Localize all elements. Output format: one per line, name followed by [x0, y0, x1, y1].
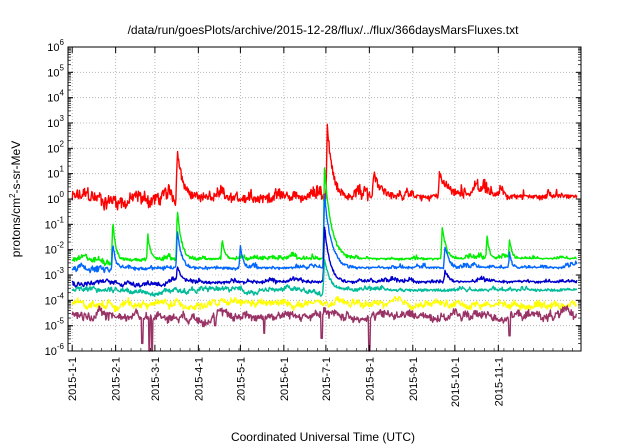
axis-ticks: 10-610-510-410-310-210-11001011021031041…: [45, 38, 581, 407]
y-tick-exponent: -3: [57, 266, 65, 275]
y-tick-base: 10: [45, 219, 57, 231]
y-tick-exponent: 1: [60, 165, 65, 174]
x-tick-label: 2015-6-1: [279, 357, 291, 401]
y-tick-base: 10: [47, 93, 59, 105]
y-tick-base: 10: [45, 295, 57, 307]
y-tick-label: 105: [47, 63, 64, 79]
x-tick-label: 2015-4-1: [193, 357, 205, 401]
x-tick-label: 2015-10-1: [450, 357, 462, 407]
y-tick-exponent: -2: [57, 241, 65, 250]
y-axis-label-base: protons/cm: [9, 198, 23, 257]
y-axis-label-rest: -s-sr-MeV: [9, 141, 23, 194]
x-tick-label: 2015-9-1: [408, 357, 420, 401]
y-tick-exponent: 6: [60, 38, 65, 47]
y-tick-base: 10: [45, 346, 57, 358]
x-tick-label: 2015-8-1: [364, 357, 376, 401]
y-tick-base: 10: [47, 67, 59, 79]
y-tick-exponent: 0: [60, 190, 65, 199]
y-tick-base: 10: [47, 143, 59, 155]
y-tick-base: 10: [47, 169, 59, 181]
y-tick-label: 104: [47, 89, 64, 105]
y-tick-label: 103: [47, 114, 64, 130]
y-tick-exponent: -6: [57, 342, 65, 351]
x-tick-label: 2015-11-1: [493, 357, 505, 406]
series-line-2: [71, 193, 578, 274]
y-tick-base: 10: [45, 245, 57, 257]
series-line-7: [71, 305, 578, 352]
y-tick-label: 102: [47, 139, 64, 155]
y-axis-label-sup: 2: [8, 193, 17, 198]
y-tick-base: 10: [45, 321, 57, 333]
y-tick-label: 101: [47, 165, 64, 181]
y-axis-label: protons/cm2-s-sr-MeV: [8, 141, 23, 257]
x-tick-label: 2015-5-1: [235, 357, 247, 401]
y-tick-label: 10-3: [45, 266, 65, 282]
x-tick-label: 2015-1-1: [67, 357, 79, 401]
x-axis-label: Coordinated Universal Time (UTC): [231, 430, 415, 444]
y-tick-exponent: 2: [60, 139, 65, 148]
y-tick-label: 10-6: [45, 342, 65, 358]
y-tick-exponent: 3: [60, 114, 65, 123]
y-tick-label: 100: [47, 190, 64, 206]
y-tick-base: 10: [47, 42, 59, 54]
y-tick-label: 10-1: [45, 215, 65, 231]
y-tick-exponent: -5: [57, 317, 65, 326]
x-tick-label: 2015-3-1: [150, 357, 162, 401]
y-tick-label: 10-4: [45, 291, 65, 307]
series-line-6: [71, 295, 578, 313]
y-tick-exponent: -4: [57, 291, 65, 300]
y-tick-label: 106: [47, 38, 64, 54]
series-lines: [71, 123, 578, 352]
y-tick-exponent: -1: [57, 215, 65, 224]
series-line-4: [71, 226, 578, 288]
y-tick-base: 10: [45, 270, 57, 282]
y-tick-base: 10: [47, 194, 59, 206]
chart-title: /data/run/goesPlots/archive/2015-12-28/f…: [128, 23, 520, 37]
y-tick-label: 10-5: [45, 317, 65, 333]
series-line-5: [71, 258, 578, 298]
y-tick-exponent: 4: [60, 89, 65, 98]
y-tick-exponent: 5: [60, 63, 65, 72]
y-tick-label: 10-2: [45, 241, 65, 257]
y-tick-base: 10: [47, 118, 59, 130]
series-line-3: [71, 252, 578, 282]
x-tick-label: 2015-7-1: [321, 357, 333, 401]
x-tick-label: 2015-2-1: [111, 357, 123, 401]
series-line-1: [71, 167, 578, 267]
